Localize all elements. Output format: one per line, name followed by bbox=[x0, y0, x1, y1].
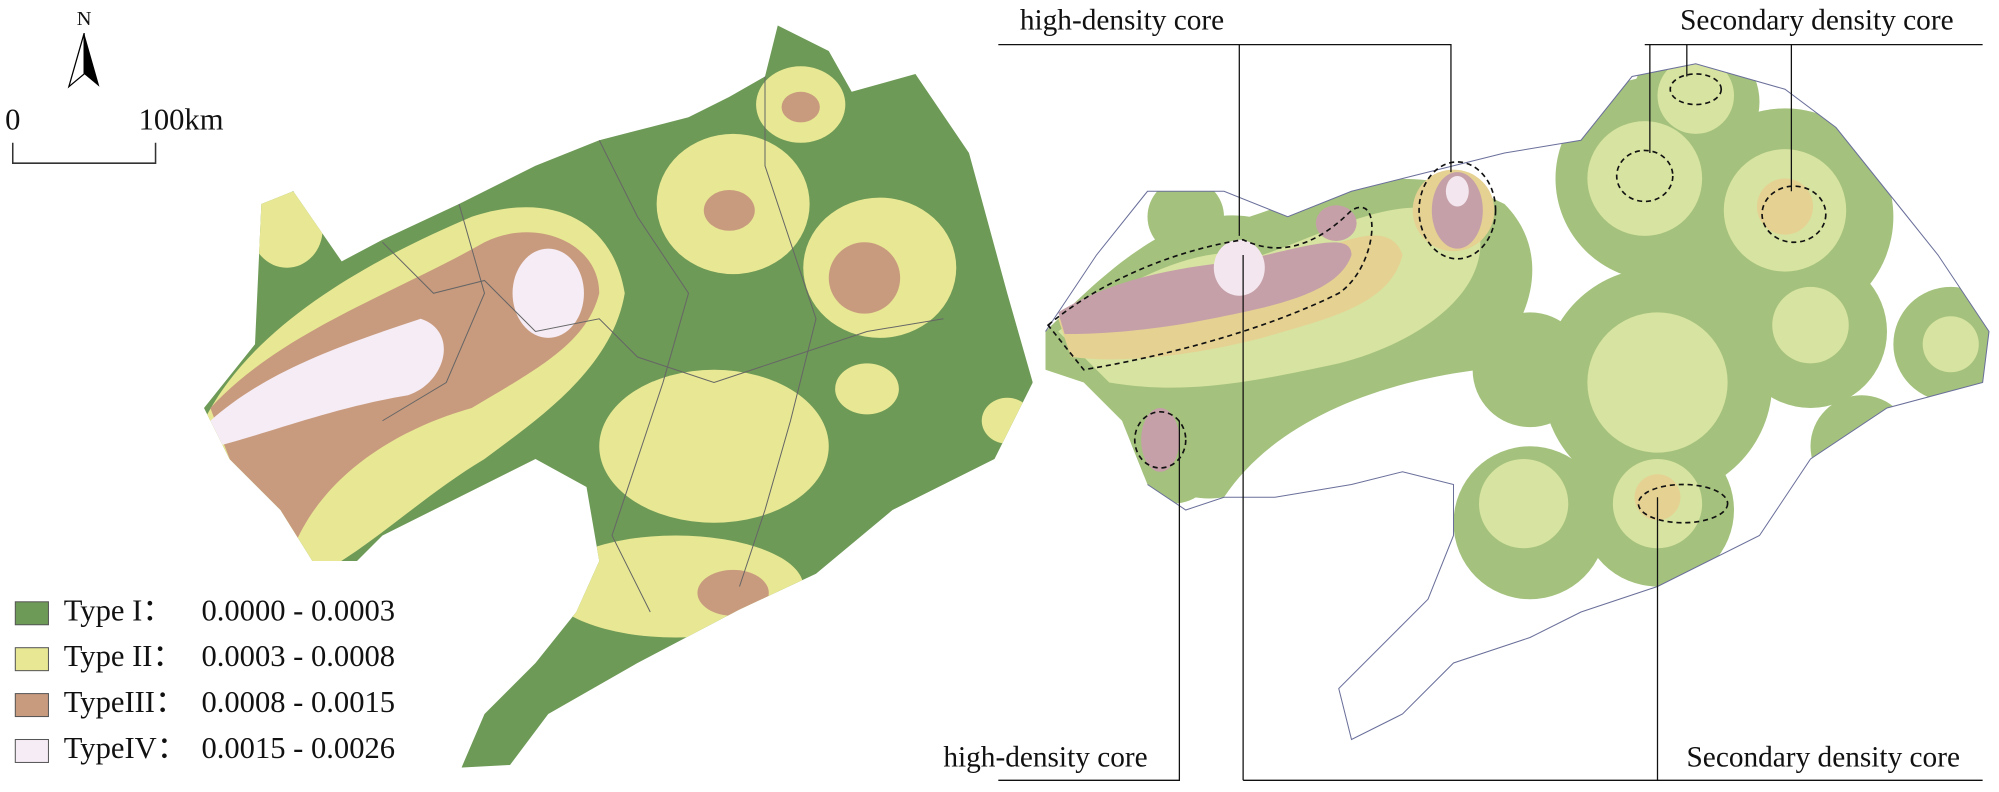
legend-range: 0.0000 - 0.0003 bbox=[201, 593, 395, 627]
north-arrow bbox=[67, 32, 85, 89]
legend-swatch bbox=[14, 693, 49, 718]
legend-label: TypeIII： bbox=[64, 685, 186, 719]
legend-swatch bbox=[14, 601, 49, 626]
legend-swatch bbox=[14, 647, 49, 672]
scale-bar bbox=[11, 142, 157, 164]
core-contours bbox=[1046, 73, 1827, 524]
annotation: Secondary density core bbox=[1687, 742, 1960, 774]
scale-start: 0 bbox=[5, 102, 20, 136]
north-arrow bbox=[84, 33, 100, 87]
annotation: high-density core bbox=[943, 742, 1147, 774]
legend-label: Type II： bbox=[64, 639, 183, 673]
annotation: high-density core bbox=[1020, 5, 1224, 37]
legend-label: TypeIV： bbox=[64, 731, 188, 765]
legend-range: 0.0008 - 0.0015 bbox=[201, 685, 395, 719]
annotation: Secondary density core bbox=[1680, 5, 1954, 37]
legend-label: Type I： bbox=[64, 593, 173, 627]
right-outline bbox=[1045, 63, 1990, 741]
right-map bbox=[1045, 63, 1989, 600]
left-map bbox=[203, 25, 1033, 768]
legend-swatch bbox=[14, 738, 49, 763]
legend-range: 0.0015 - 0.0026 bbox=[201, 731, 395, 765]
legend-range: 0.0003 - 0.0008 bbox=[201, 639, 395, 673]
map-layer: N 0 100km Type I： 0.0000 - bbox=[5, 5, 1990, 781]
annotation-lines bbox=[998, 43, 1983, 781]
scale-end: 100km bbox=[139, 102, 224, 136]
legend: Type I： 0.0000 - 0.0003 Type II： 0.0003 - 0… bbox=[14, 593, 395, 765]
north-label: N bbox=[77, 8, 92, 30]
